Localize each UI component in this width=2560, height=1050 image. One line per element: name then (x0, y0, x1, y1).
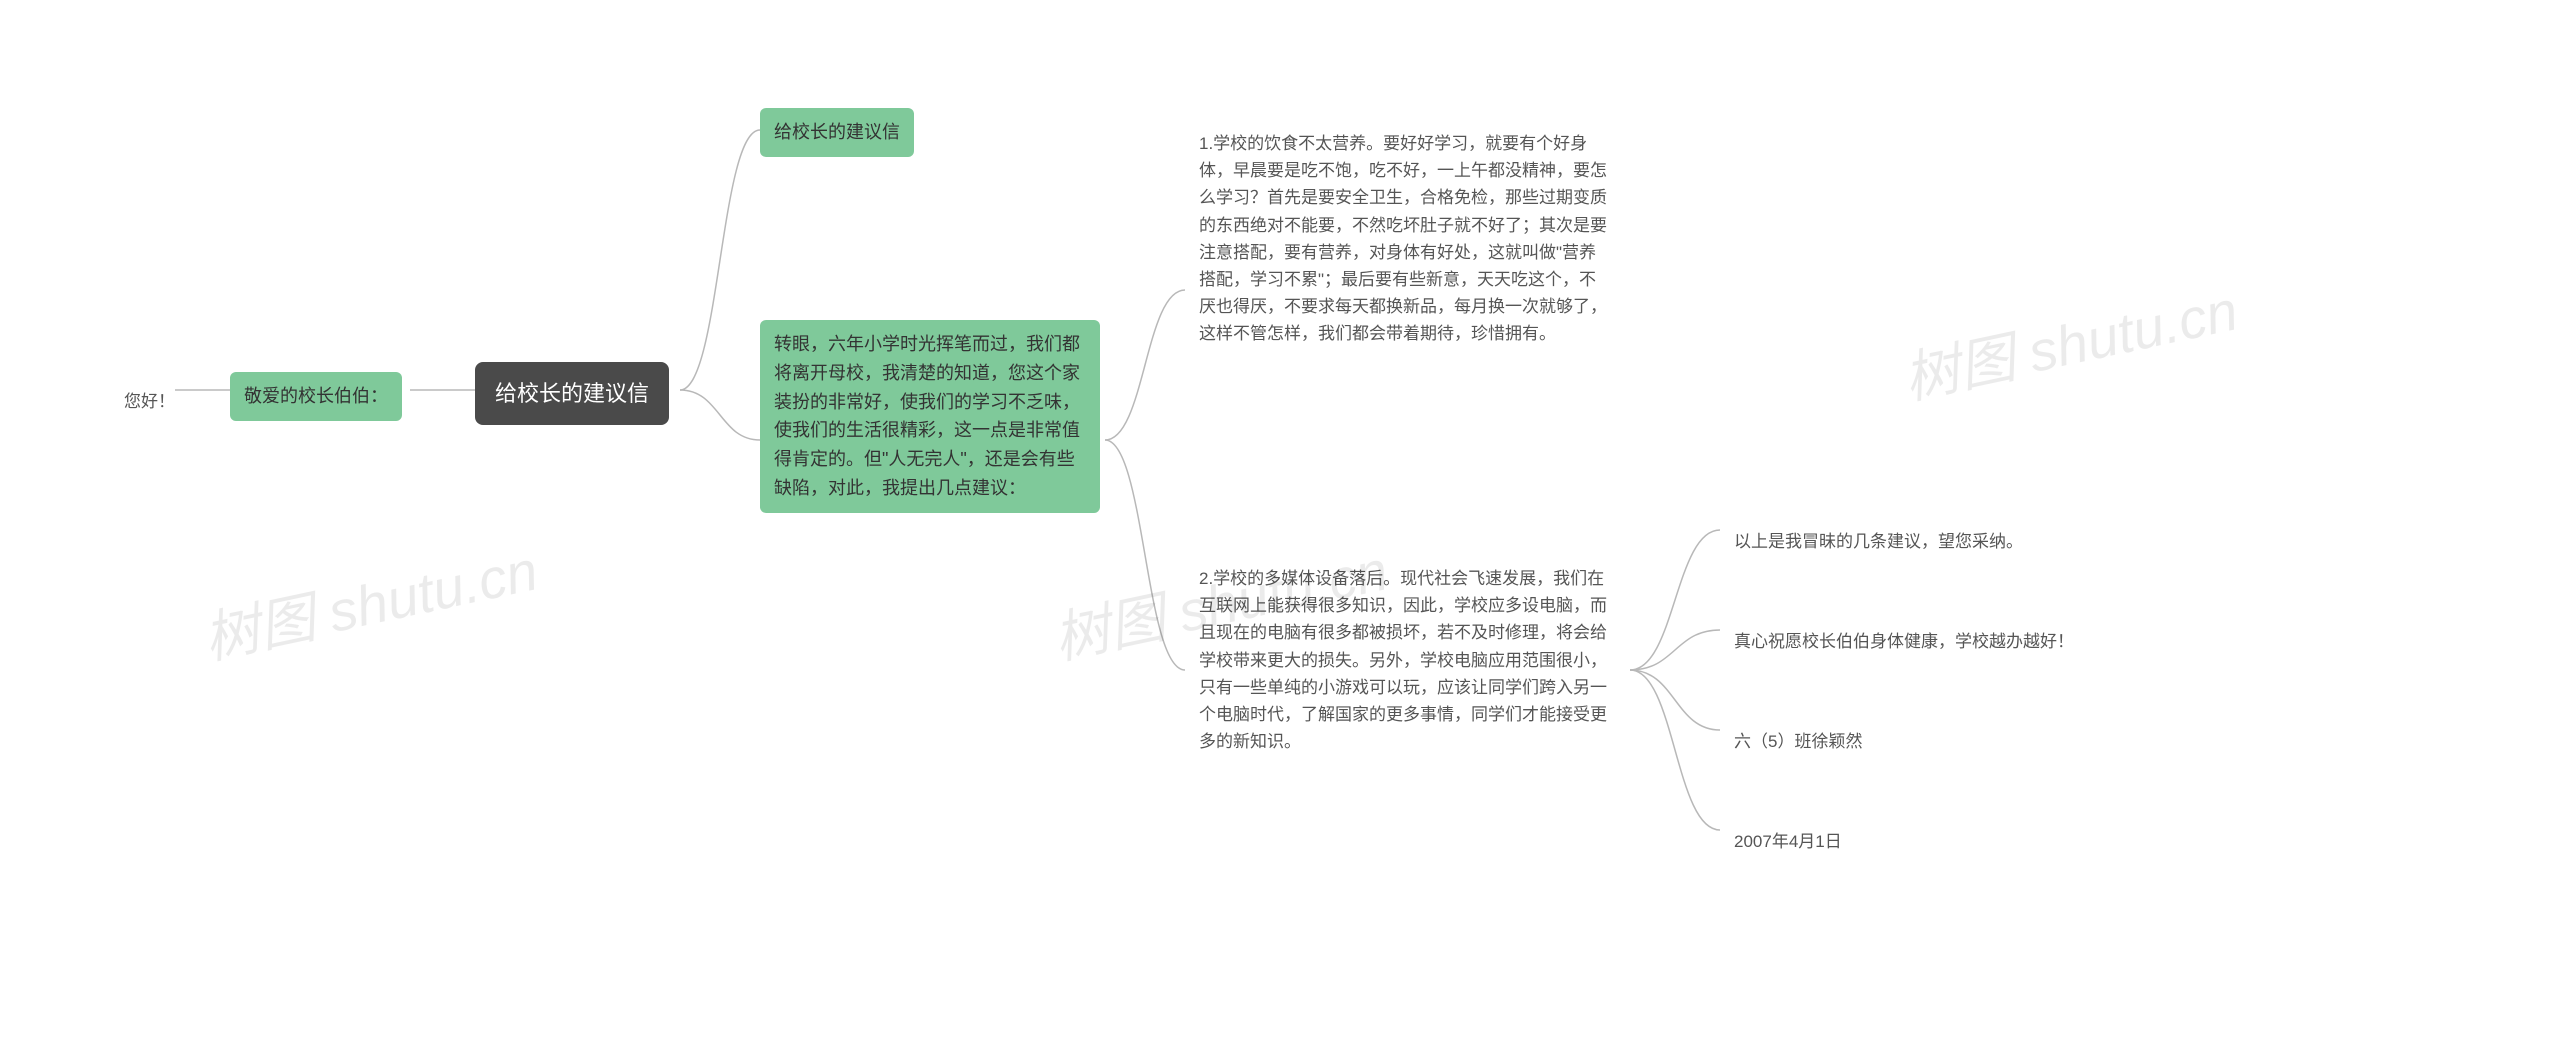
node-text: 转眼，六年小学时光挥笔而过，我们都将离开母校，我清楚的知道，您这个家装扮的非常好… (774, 334, 1080, 498)
node-text: 给校长的建议信 (495, 381, 649, 406)
root-node[interactable]: 给校长的建议信 (475, 362, 669, 425)
node-text: 2.学校的多媒体设备落后。现代社会飞速发展，我们在互联网上能获得很多知识，因此，… (1199, 569, 1607, 751)
node-greeting[interactable]: 您好！ (110, 378, 189, 425)
node-text: 以上是我冒昧的几条建议，望您采纳。 (1734, 532, 2023, 551)
node-suggestion-2[interactable]: 2.学校的多媒体设备落后。现代社会飞速发展，我们在互联网上能获得很多知识，因此，… (1185, 555, 1625, 765)
node-text: 给校长的建议信 (774, 122, 900, 142)
node-suggestion-1[interactable]: 1.学校的饮食不太营养。要好好学习，就要有个好身体，早晨要是吃不饱，吃不好，一上… (1185, 120, 1625, 358)
node-salutation[interactable]: 敬爱的校长伯伯： (230, 372, 402, 421)
node-text: 您好！ (124, 392, 175, 411)
node-closing-2[interactable]: 真心祝愿校长伯伯身体健康，学校越办越好！ (1720, 618, 2088, 665)
watermark-text: 树图 shutu.cn (198, 538, 543, 670)
node-text: 六（5）班徐颖然 (1734, 732, 1862, 751)
node-text: 敬爱的校长伯伯： (244, 386, 388, 406)
node-text: 2007年4月1日 (1734, 832, 1842, 851)
node-intro[interactable]: 转眼，六年小学时光挥笔而过，我们都将离开母校，我清楚的知道，您这个家装扮的非常好… (760, 320, 1100, 513)
node-text: 1.学校的饮食不太营养。要好好学习，就要有个好身体，早晨要是吃不饱，吃不好，一上… (1199, 134, 1607, 343)
watermark: 树图 shutu.cn (1895, 266, 2244, 416)
node-signature[interactable]: 六（5）班徐颖然 (1720, 718, 1876, 765)
mindmap-canvas: 您好！ 敬爱的校长伯伯： 给校长的建议信 给校长的建议信 转眼，六年小学时光挥笔… (0, 0, 2560, 1050)
watermark: 树图 shutu.cn (195, 526, 544, 676)
node-closing-1[interactable]: 以上是我冒昧的几条建议，望您采纳。 (1720, 518, 2037, 565)
node-text: 真心祝愿校长伯伯身体健康，学校越办越好！ (1734, 632, 2074, 651)
watermark-text: 树图 shutu.cn (1898, 278, 2243, 410)
node-date[interactable]: 2007年4月1日 (1720, 818, 1856, 865)
node-title-child[interactable]: 给校长的建议信 (760, 108, 914, 157)
